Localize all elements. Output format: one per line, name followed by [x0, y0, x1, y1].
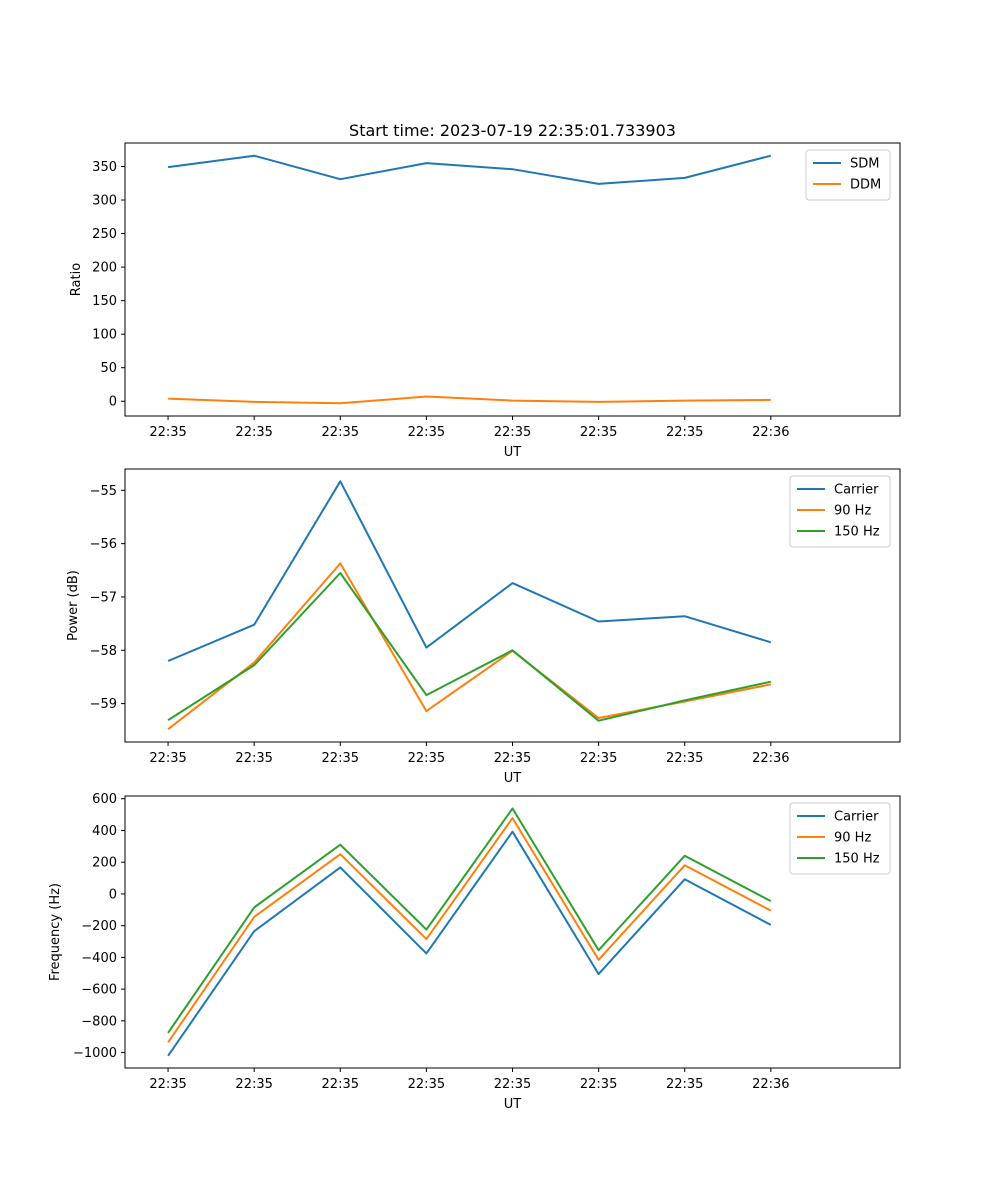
x-tick-label: 22:35	[494, 751, 531, 766]
y-tick-label: −400	[81, 951, 117, 966]
series-line-ddm	[168, 395, 771, 405]
y-tick-label: 0	[109, 395, 117, 410]
legend-label: 150 Hz	[834, 852, 880, 867]
x-tick-label: 22:35	[322, 751, 359, 766]
chart-3: 22:35 22:35 22:35 22:35 22:35 22:35 22:35 22:36…	[48, 792, 901, 1112]
chart-2: 22:35 22:35 22:35 22:35 22:35 22:35 22:35 22:36…	[66, 468, 901, 786]
x-tick-label: 22:35	[580, 1077, 617, 1092]
x-tick-label: 22:35	[666, 1077, 703, 1092]
y-tick-label: 200	[92, 261, 117, 276]
legend-label: Carrier	[834, 810, 879, 825]
y-tick-label: 150	[92, 294, 117, 309]
x-tick-label: 22:35	[408, 425, 445, 440]
x-tick-label: 22:35	[322, 425, 359, 440]
legend-label: 90 Hz	[834, 504, 871, 519]
series-line-carrier	[167, 830, 772, 1057]
series-line-sdm	[167, 154, 772, 185]
y-tick-label: 300	[92, 194, 117, 209]
x-tick-label: 22:35	[580, 425, 617, 440]
legend: Carrier 90 Hz 150 Hz	[789, 802, 891, 875]
charts-container: 22:35 22:35 22:35 22:35 22:35 22:35 22:35 22:36…	[48, 142, 901, 1112]
x-tick-label: 22:35	[235, 751, 272, 766]
axes-frame	[124, 142, 901, 417]
x-tick-label: 22:36	[752, 425, 789, 440]
y-tick-label: 400	[92, 824, 117, 839]
x-tick-label: 22:35	[494, 425, 531, 440]
y-tick-label: 250	[92, 227, 117, 242]
legend-label: 150 Hz	[834, 525, 880, 540]
x-tick-label: 22:35	[666, 425, 703, 440]
legend-box	[789, 475, 891, 548]
x-tick-label: 22:36	[752, 1077, 789, 1092]
x-tick-label: 22:35	[149, 1077, 186, 1092]
y-tick-label: −600	[81, 983, 117, 998]
x-tick-label: 22:35	[494, 1077, 531, 1092]
y-axis-label: Power (dB)	[66, 570, 81, 641]
legend-label: DDM	[850, 178, 881, 193]
y-axis-label: Ratio	[69, 263, 84, 296]
y-tick-label: 350	[92, 160, 117, 175]
y-tick-label: −800	[81, 1014, 117, 1029]
legend: Carrier 90 Hz 150 Hz	[789, 475, 891, 548]
legend-label: Carrier	[834, 483, 879, 498]
y-tick-label: −57	[90, 590, 117, 605]
y-tick-label: −200	[81, 919, 117, 934]
figure-title: Start time: 2023-07-19 22:35:01.733903	[349, 121, 676, 140]
y-tick-label: 50	[100, 361, 117, 376]
legend-label: 90 Hz	[834, 831, 871, 846]
x-tick-label: 22:35	[149, 425, 186, 440]
y-axis-label: Frequency (Hz)	[48, 883, 63, 981]
x-tick-label: 22:35	[235, 1077, 272, 1092]
chart-1: 22:35 22:35 22:35 22:35 22:35 22:35 22:35 22:36…	[69, 142, 901, 460]
series-line-90-hz	[167, 817, 772, 1043]
axes-frame	[124, 468, 901, 743]
x-tick-label: 22:35	[408, 1077, 445, 1092]
y-tick-label: −59	[90, 697, 117, 712]
series-line-carrier	[167, 480, 772, 662]
series-line-150-hz	[167, 572, 772, 722]
series-line-150-hz	[167, 807, 772, 1034]
y-tick-label: 200	[92, 856, 117, 871]
x-axis-label: UT	[504, 1097, 522, 1112]
y-tick-label: 600	[92, 792, 117, 807]
axes-frame	[124, 795, 901, 1069]
y-tick-label: −58	[90, 644, 117, 659]
x-axis-label: UT	[504, 445, 522, 460]
x-axis-label: UT	[504, 771, 522, 786]
legend: SDM DDM	[805, 149, 891, 201]
x-tick-label: 22:35	[666, 751, 703, 766]
y-tick-label: 100	[92, 328, 117, 343]
x-tick-label: 22:35	[235, 425, 272, 440]
x-tick-label: 22:35	[322, 1077, 359, 1092]
y-tick-label: −56	[90, 537, 117, 552]
legend-label: SDM	[850, 157, 879, 172]
x-tick-label: 22:35	[408, 751, 445, 766]
legend-box	[789, 802, 891, 875]
y-tick-label: −55	[90, 484, 117, 499]
y-tick-label: 0	[109, 887, 117, 902]
x-tick-label: 22:35	[580, 751, 617, 766]
y-tick-label: −1000	[73, 1046, 117, 1061]
x-tick-label: 22:36	[752, 751, 789, 766]
x-tick-label: 22:35	[149, 751, 186, 766]
